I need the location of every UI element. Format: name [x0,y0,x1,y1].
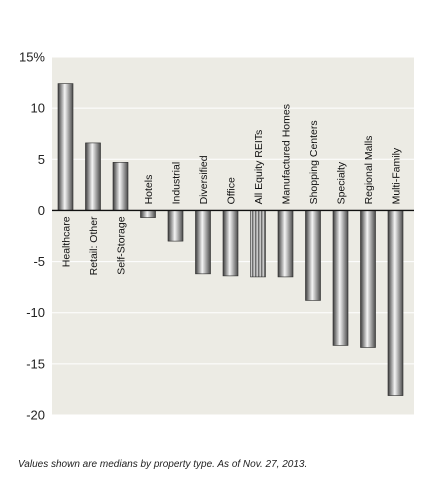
bar [85,142,101,211]
bar [277,210,294,278]
bars [57,83,404,396]
bar [57,83,74,211]
category-label: Shopping Centers [308,120,320,204]
y-tick-label: 5 [38,152,45,167]
y-tick-label: -5 [33,254,45,269]
grid-lines [52,56,414,416]
category-label: Regional Malls [363,136,375,205]
category-label: Retail: Other [88,216,100,275]
category-label: Industrial [171,162,183,205]
y-tick-label: 15% [19,50,45,65]
y-tick-label: 0 [38,203,45,218]
bar [112,162,129,211]
bar [167,210,184,242]
category-label: Multi-Family [391,147,403,204]
bar [305,210,321,301]
category-label: Manufactured Homes [281,104,293,204]
bar [250,210,266,278]
y-tick-label: -20 [26,408,45,423]
bar [387,210,404,396]
category-label: Office [226,177,238,204]
bar [195,210,211,275]
category-label: All Equity REITs [253,130,265,205]
bar [140,210,156,218]
y-tick-label: -15 [26,356,45,371]
category-label: Specialty [336,161,348,204]
y-tick-label: 10 [31,101,45,116]
footnote: Values shown are medians by property typ… [18,459,308,470]
category-label: Self-Storage [116,216,128,275]
bar [332,210,349,346]
y-axis-tick-labels: 15% 10 5 0 -5 -10 -15 -20 [19,50,45,423]
category-label: Hotels [143,175,155,205]
y-tick-label: -10 [26,305,45,320]
category-label: Diversified [198,155,210,204]
bar [222,210,239,277]
category-labels: Healthcare Retail: Other Self-Storage Hotel… [61,104,403,275]
category-label: Healthcare [61,216,73,267]
bar [360,210,376,348]
